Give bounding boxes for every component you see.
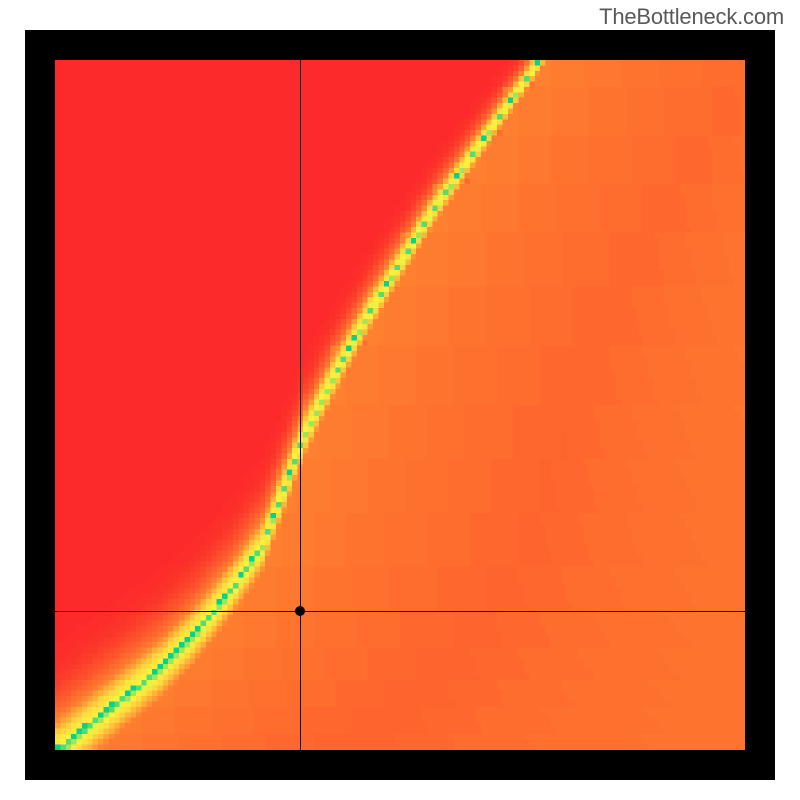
watermark-text: TheBottleneck.com <box>599 4 784 30</box>
heatmap-canvas <box>55 60 745 750</box>
crosshair-marker <box>295 606 305 616</box>
outer-frame <box>25 30 775 780</box>
plot-area <box>55 60 745 750</box>
crosshair-vertical <box>300 60 301 750</box>
crosshair-horizontal <box>55 611 745 612</box>
chart-container: TheBottleneck.com <box>0 0 800 800</box>
